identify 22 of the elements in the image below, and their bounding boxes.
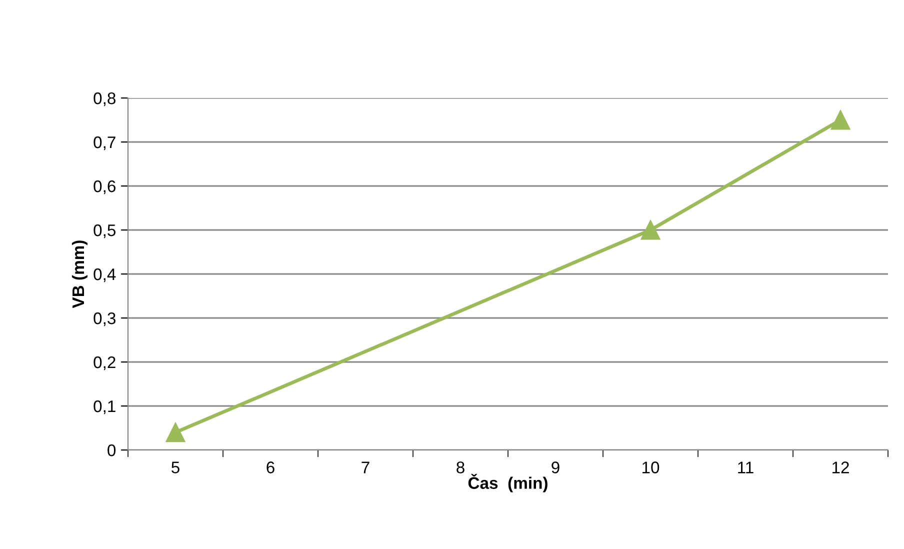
y-tick-label: 0,7	[94, 136, 116, 150]
x-tick-label: 5	[172, 462, 180, 474]
y-axis-title: VB (mm)	[72, 240, 88, 308]
x-axis-title: Čas (min)	[468, 474, 548, 492]
x-tick-label: 7	[362, 462, 370, 474]
x-tick-label: 11	[738, 462, 754, 474]
x-tick-label: 6	[266, 462, 274, 474]
y-tick-label: 0	[108, 444, 116, 456]
y-tick-label: 0,5	[94, 224, 116, 238]
point	[640, 220, 660, 240]
y-tick-label: 0,8	[94, 92, 116, 106]
y-tick-label: 0,3	[94, 312, 116, 326]
point	[166, 422, 186, 442]
x-tick-label: 8	[456, 462, 464, 474]
x-tick-label: 10	[642, 462, 660, 474]
y-tick-label: 0,2	[94, 356, 116, 370]
point	[830, 110, 850, 130]
y-tick-label: 0,6	[94, 180, 116, 194]
y-tick-label: 0,1	[94, 400, 116, 414]
x-tick-label: 12	[832, 462, 849, 474]
x-tick-label: 9	[552, 462, 560, 474]
y-tick-label: 0,4	[94, 268, 116, 282]
